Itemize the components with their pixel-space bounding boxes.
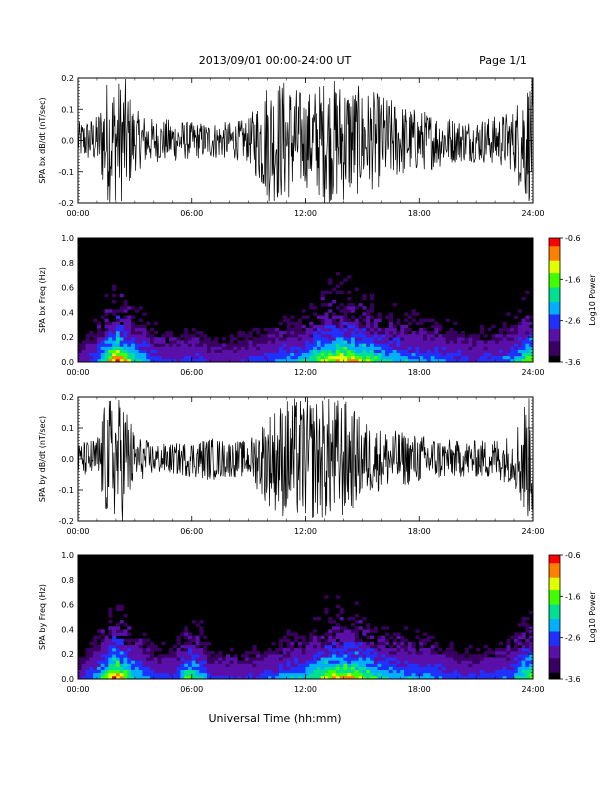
panel-by-waveform-y-label: SPA by dB/dt (nT/sec) [38,416,47,502]
panel-bx-spectrogram-y-tick: 0.4 [61,308,74,317]
panel-by-spectrogram-x-tick: 06:00 [180,685,203,694]
panel-bx-waveform-x-tick: 12:00 [294,209,317,218]
panel-by-spectrogram-colorbar-tick: -0.6 [565,551,581,560]
panel-by-spectrogram-y-tick: 0.8 [61,576,74,585]
panel-bx-waveform-y-tick: -0.1 [58,168,74,177]
panel-by-waveform-y-tick: 0.2 [61,393,74,402]
panel-bx-spectrogram-x-tick: 24:00 [521,368,544,377]
panel-by-spectrogram-y-label: SPA by Freq (Hz) [38,584,47,650]
panel-bx-waveform-y-tick: 0.0 [61,137,74,146]
panel-bx-spectrogram-colorbar-tick: -3.6 [565,358,581,367]
panel-by-waveform-y-tick: -0.1 [58,486,74,495]
panel-bx-spectrogram-y-label: SPA bx Freq (Hz) [38,267,47,333]
panel-bx-waveform-y-tick: -0.2 [58,199,74,208]
panel-by-spectrogram-y-tick: 0.6 [61,601,74,610]
panel-bx-waveform-trace [77,78,534,203]
panel-bx-waveform-y-tick: 0.1 [61,105,74,114]
panel-bx-spectrogram-x-tick: 06:00 [180,368,203,377]
panel-by-waveform-x-tick: 06:00 [180,527,203,536]
panel-bx-spectrogram: -0.6 -1.6 -2.6 -3.6 Log10 Power 0.0 0.2 0.4 0.6 0… [38,234,597,377]
panel-bx-waveform-y-label: SPA bx dB/dt (nT/sec) [38,97,47,183]
x-axis-label: Universal Time (hh:mm) [209,712,342,725]
panel-by-spectrogram-colorbar: -0.6 -1.6 -2.6 -3.6 Log10 Power [548,551,597,684]
panel-bx-spectrogram-colorbar-tick: -0.6 [565,234,581,243]
panel-bx-spectrogram-x-tick: 00:00 [66,368,89,377]
panel-by-waveform-x-tick: 00:00 [66,527,89,536]
panel-bx-waveform: -0.2 -0.1 0.0 0.1 0.2 00:00 06:00 12:00 18:00 24:… [38,74,545,218]
panel-bx-spectrogram-y-tick: 1.0 [61,234,74,243]
panel-by-spectrogram-colorbar-tick: -3.6 [565,675,581,684]
panel-bx-spectrogram-y-tick: 0.0 [61,358,74,367]
panel-bx-spectrogram-colorbar-tick: -2.6 [565,317,581,326]
panel-bx-waveform-x-tick: 18:00 [408,209,431,218]
panel-by-spectrogram-colorbar-tick: -2.6 [565,634,581,643]
panel-by-spectrogram-x-tick: 24:00 [521,685,544,694]
panel-bx-spectrogram-x-tick: 12:00 [294,368,317,377]
panel-by-spectrogram-colorbar-tick: -1.6 [565,592,581,601]
panel-by-waveform-x-tick: 12:00 [294,527,317,536]
panel-bx-spectrogram-x-tick: 18:00 [408,368,431,377]
panel-bx-spectrogram-y-tick: 0.6 [61,284,74,293]
panel-bx-waveform-y-tick: 0.2 [61,74,74,83]
panel-by-waveform-y-tick: 0.1 [61,424,74,433]
panel-bx-waveform-x-tick: 06:00 [180,209,203,218]
panel-by-spectrogram-colorbar-label: Log10 Power [588,591,597,643]
panel-by-spectrogram-x-tick: 00:00 [66,685,89,694]
panel-bx-spectrogram-colorbar-label: Log10 Power [588,274,597,326]
figure-title: 2013/09/01 00:00-24:00 UT [199,54,352,67]
panel-by-spectrogram-y-tick: 0.2 [61,650,74,659]
panel-by-waveform-x-tick: 24:00 [521,527,544,536]
panel-by-waveform-y-tick: 0.0 [61,455,74,464]
panel-bx-waveform-x-tick: 00:00 [66,209,89,218]
panel-by-waveform: -0.2 -0.1 0.0 0.1 0.2 00:00 06:00 12:00 18:00 24:… [38,393,545,536]
panel-bx-spectrogram-y-tick: 0.8 [61,259,74,268]
panel-by-spectrogram-x-tick: 12:00 [294,685,317,694]
panel-by-spectrogram-x-tick: 18:00 [408,685,431,694]
panel-by-waveform-y-tick: -0.2 [58,517,74,526]
panel-by-spectrogram-cells [78,555,534,680]
panel-by-waveform-trace [77,397,534,521]
panel-by-spectrogram-y-tick: 0.0 [61,675,74,684]
panel-bx-spectrogram-y-tick: 0.2 [61,333,74,342]
panel-bx-spectrogram-colorbar: -0.6 -1.6 -2.6 -3.6 Log10 Power [548,234,597,367]
panel-bx-spectrogram-colorbar-tick: -1.6 [565,275,581,284]
panel-by-waveform-x-tick: 18:00 [408,527,431,536]
panel-bx-spectrogram-cells [78,238,534,363]
panel-by-spectrogram: -0.6 -1.6 -2.6 -3.6 Log10 Power 0.0 0.2 0.4 0.6 0… [38,551,597,694]
panel-by-spectrogram-y-tick: 0.4 [61,625,74,634]
panel-by-spectrogram-y-tick: 1.0 [61,551,74,560]
page-number: Page 1/1 [479,54,527,67]
panel-bx-waveform-x-tick: 24:00 [521,209,544,218]
